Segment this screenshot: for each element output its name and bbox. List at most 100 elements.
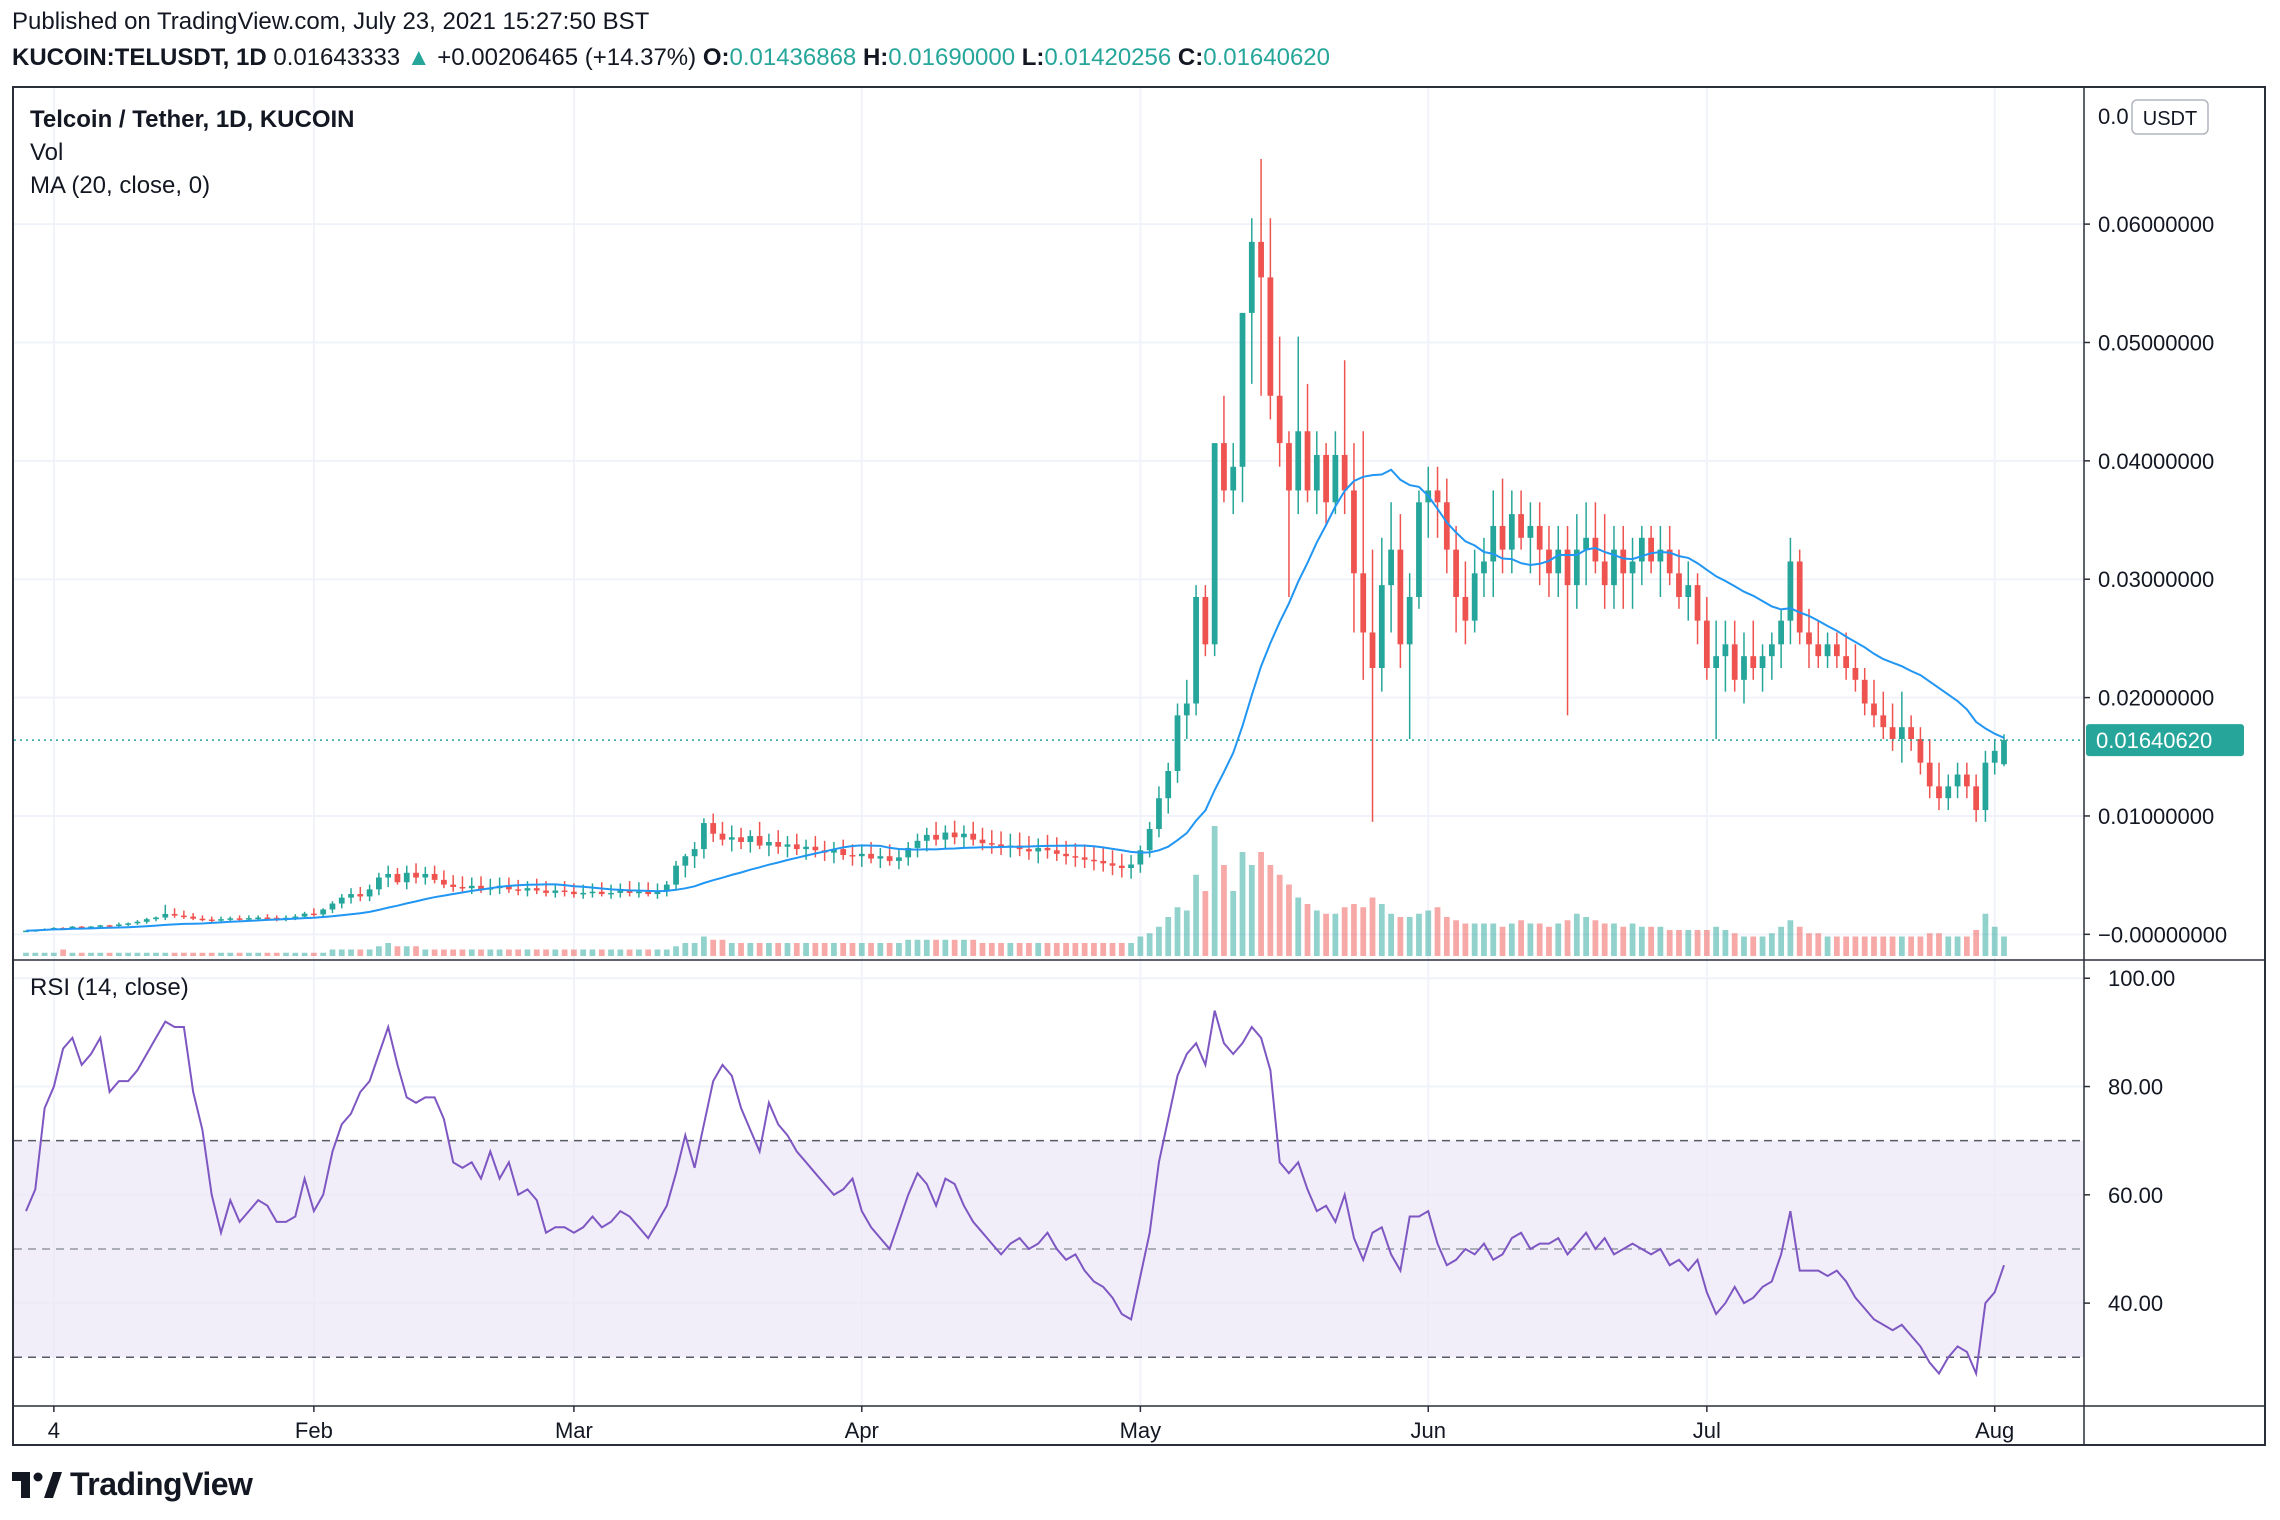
candle-body <box>125 923 132 925</box>
candle <box>180 910 187 919</box>
volume-bar <box>923 939 930 956</box>
volume-bar <box>1917 936 1924 956</box>
volume-bar <box>1703 930 1710 956</box>
volume-bar <box>961 939 967 956</box>
volume-bar <box>1156 926 1162 956</box>
candle <box>1973 774 1980 822</box>
currency-label: USDT <box>2143 108 2197 130</box>
volume-bar <box>1072 943 1079 956</box>
candle <box>877 847 884 869</box>
candle <box>1304 383 1311 503</box>
candle <box>533 878 540 895</box>
candle <box>961 825 967 848</box>
candle-body <box>1611 549 1617 586</box>
volume-bar <box>1620 926 1627 956</box>
candle-body <box>617 890 624 893</box>
volume-bar <box>134 952 141 956</box>
volume-bar <box>1611 923 1617 956</box>
candle <box>1536 502 1543 586</box>
candle-body <box>478 885 484 890</box>
volume-bar <box>840 943 847 956</box>
volume-bar <box>357 949 364 956</box>
candle <box>348 888 354 904</box>
candle-body <box>1833 644 1840 657</box>
candle <box>766 833 772 857</box>
volume-bar <box>1332 913 1339 956</box>
candle <box>719 821 726 846</box>
candle-body <box>998 844 1004 847</box>
candle <box>1954 762 1961 799</box>
volume-bar <box>1843 936 1850 956</box>
tradingview-brand[interactable]: TradingView <box>12 1466 253 1503</box>
candle-body <box>385 873 392 878</box>
volume-bar <box>264 952 271 956</box>
volume-bar <box>403 946 410 956</box>
candle <box>1518 490 1524 550</box>
volume-bar <box>385 943 392 956</box>
candle-body <box>143 919 150 922</box>
candle <box>1443 478 1450 574</box>
candle <box>793 833 800 856</box>
candle-body <box>1128 864 1134 869</box>
volume-bar <box>1360 907 1367 956</box>
candle <box>1183 679 1190 740</box>
candle <box>403 865 410 890</box>
candle <box>1156 786 1162 838</box>
volume-bar <box>320 952 327 956</box>
volume-bar <box>1146 933 1153 956</box>
volume-bar <box>766 943 772 956</box>
candle-body <box>933 834 939 840</box>
candle <box>134 920 141 925</box>
volume-bar <box>1128 943 1134 956</box>
volume-bar <box>775 943 782 956</box>
candle-body <box>858 853 865 857</box>
candle <box>1926 739 1933 799</box>
candle <box>385 865 392 887</box>
candle-body <box>1601 561 1608 586</box>
candle-body <box>97 925 104 927</box>
volume-bar <box>153 952 159 956</box>
volume-bar <box>1100 943 1107 956</box>
candle-body <box>803 846 809 850</box>
candle <box>1629 537 1636 609</box>
candle <box>1806 608 1812 668</box>
candle <box>413 863 419 884</box>
candle-body <box>1453 549 1459 597</box>
volume-bar <box>747 943 754 956</box>
candle-body <box>1908 727 1915 740</box>
volume-bar <box>1323 913 1329 956</box>
candle-body <box>1416 502 1422 597</box>
volume-bar <box>1982 913 1989 956</box>
candle <box>1796 549 1803 645</box>
high-value: 0.01690000 <box>888 44 1016 71</box>
candle <box>1100 847 1107 872</box>
candle-body <box>1629 561 1636 574</box>
candle-body <box>849 855 856 857</box>
candle-body <box>1648 537 1654 562</box>
volume-bar <box>1202 891 1209 956</box>
candle-body <box>840 849 847 856</box>
candle <box>1991 739 1998 775</box>
candle-body <box>1926 762 1933 787</box>
volume-bar <box>227 952 234 956</box>
price-chart[interactable]: 0.0 USDT 0.06000000 0.05000000 0.04000000 0.0… <box>14 88 2264 1444</box>
candle <box>450 875 457 892</box>
candle-body <box>775 842 782 847</box>
candle-body <box>1973 786 1980 811</box>
candle-body <box>162 913 169 918</box>
volume-bar <box>1713 926 1720 956</box>
candle-body <box>719 833 726 840</box>
volume-bar <box>1341 907 1348 956</box>
candle-body <box>1443 502 1450 550</box>
candle <box>1007 833 1014 858</box>
volume-bar <box>812 943 819 956</box>
candle <box>431 865 438 884</box>
candle-body <box>1713 656 1720 668</box>
candle-body <box>292 916 299 919</box>
candle-body <box>1165 770 1172 799</box>
volume-bar <box>1722 930 1729 956</box>
volume-bar <box>1833 936 1840 956</box>
volume-bar <box>301 952 308 956</box>
price-tick-label: 0.03000000 <box>2098 567 2214 592</box>
candle <box>422 866 429 885</box>
